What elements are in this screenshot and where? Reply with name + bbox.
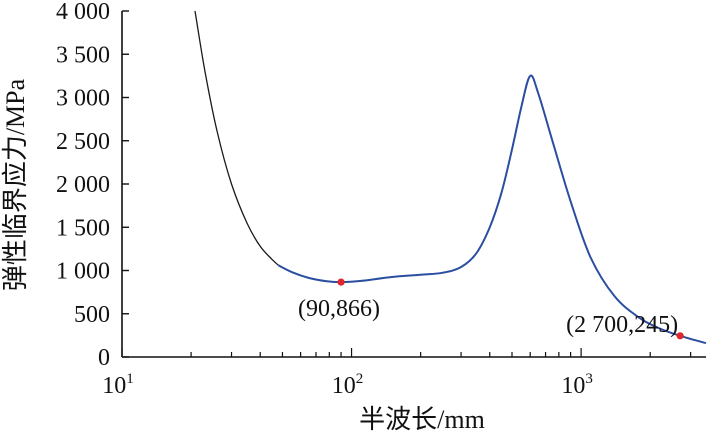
y-tick-label: 2 000	[56, 172, 110, 198]
y-tick-label: 2 500	[56, 129, 110, 155]
axes: 0 500 1 000 1 500 2 000 2 500 3 000 3 500 4 000 1…	[56, 0, 706, 399]
x-tick-label: 102	[332, 371, 364, 399]
point-label: (2 700,245)	[566, 312, 678, 338]
series-layer	[194, 10, 707, 345]
x-tick-label: 103	[561, 371, 593, 399]
y-tick-label: 500	[74, 302, 110, 328]
x-axis-title: 半波长/mm	[359, 405, 485, 434]
annotation-layer: (90,866) (2 700,245)	[298, 278, 684, 340]
y-tick-label: 1 000	[56, 259, 110, 285]
y-axis-title: 弹性临界应力/MPa	[1, 78, 30, 291]
y-tick-label: 4 000	[56, 0, 110, 25]
point-label: (90,866)	[298, 296, 380, 322]
data-point-marker	[676, 332, 684, 340]
data-point-marker	[337, 278, 345, 286]
y-tick-label: 1 500	[56, 215, 110, 241]
y-tick-label: 3 500	[56, 42, 110, 68]
series-line	[194, 10, 279, 266]
y-tick-label: 3 000	[56, 86, 110, 112]
x-tick-label: 101	[102, 371, 134, 399]
y-tick-label: 0	[98, 345, 110, 371]
